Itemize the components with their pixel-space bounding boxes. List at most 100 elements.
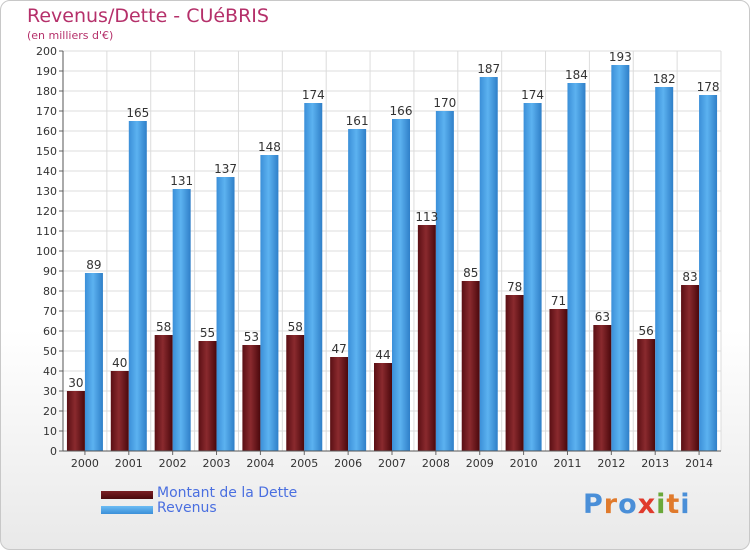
y-tick-label: 10 [43, 425, 57, 438]
bar-debt [461, 281, 480, 451]
x-tick-label: 2007 [378, 457, 406, 470]
bar-debt [110, 371, 129, 451]
data-label-debt: 47 [331, 342, 346, 356]
y-tick-label: 30 [43, 385, 57, 398]
data-label-debt: 44 [375, 348, 390, 362]
data-label-revenue: 148 [258, 140, 281, 154]
bar-revenue [348, 129, 367, 451]
data-label-debt: 71 [551, 294, 566, 308]
x-tick-label: 2005 [290, 457, 318, 470]
y-tick-label: 110 [36, 225, 57, 238]
data-label-debt: 40 [112, 356, 127, 370]
x-tick-label: 2013 [641, 457, 669, 470]
y-tick-label: 200 [36, 45, 57, 58]
data-label-debt: 63 [595, 310, 610, 324]
y-tick-label: 130 [36, 185, 57, 198]
bar-debt [66, 391, 85, 451]
x-tick-label: 2004 [246, 457, 274, 470]
bar-revenue [172, 189, 191, 451]
data-label-revenue: 182 [653, 72, 676, 86]
y-tick-label: 170 [36, 105, 57, 118]
y-tick-label: 60 [43, 325, 57, 338]
bar-revenue [567, 83, 586, 451]
chart-title: Revenus/Dette - CUéBRIS [27, 5, 269, 27]
data-label-revenue: 165 [126, 106, 149, 120]
y-tick-label: 120 [36, 205, 57, 218]
data-label-revenue: 184 [565, 68, 588, 82]
bar-revenue [523, 103, 542, 451]
y-tick-label: 160 [36, 125, 57, 138]
data-label-revenue: 174 [521, 88, 544, 102]
brand-logo-letter: i [656, 489, 667, 520]
bar-revenue [435, 111, 454, 451]
bar-debt [198, 341, 217, 451]
bar-debt [154, 335, 173, 451]
bar-revenue [304, 103, 323, 451]
data-label-revenue: 174 [302, 88, 325, 102]
x-tick-label: 2011 [553, 457, 581, 470]
bar-revenue [84, 273, 103, 451]
y-tick-label: 140 [36, 165, 57, 178]
bar-debt [593, 325, 612, 451]
x-tick-label: 2009 [466, 457, 494, 470]
brand-logo-letter: x [637, 489, 657, 520]
bar-debt [286, 335, 305, 451]
y-tick-label: 180 [36, 85, 57, 98]
data-label-revenue: 178 [697, 80, 720, 94]
x-tick-label: 2014 [685, 457, 713, 470]
bar-revenue [392, 119, 410, 451]
bar-layer [66, 65, 718, 451]
y-tick-label: 100 [36, 245, 57, 258]
data-label-debt: 78 [507, 280, 522, 294]
data-label-revenue: 166 [390, 104, 413, 118]
brand-logo-letter: P [583, 489, 604, 520]
data-label-revenue: 89 [86, 258, 101, 272]
axis-layer: 0 10 20 30 40 50 60 70 80 90 100 110 120 130 140 150 160… [36, 45, 721, 470]
y-tick-label: 90 [43, 265, 57, 278]
x-tick-label: 2010 [510, 457, 538, 470]
legend-label-debt: Montant de la Dette [157, 485, 298, 501]
data-label-debt: 113 [415, 210, 438, 224]
y-tick-label: 20 [43, 405, 57, 418]
bar-debt [505, 295, 524, 451]
bar-revenue [128, 121, 147, 451]
x-tick-label: 2000 [71, 457, 99, 470]
legend-swatch-debt [101, 491, 153, 499]
bar-debt [242, 345, 261, 451]
y-tick-label: 0 [50, 445, 57, 458]
data-label-revenue: 137 [214, 162, 237, 176]
data-label-revenue: 170 [433, 96, 456, 110]
brand-logo-letter: r [603, 489, 619, 520]
bar-revenue [260, 155, 279, 451]
x-tick-label: 2012 [597, 457, 625, 470]
brand-logo-letter: t [666, 489, 681, 520]
x-tick-label: 2008 [422, 457, 450, 470]
data-label-debt: 83 [682, 270, 697, 284]
bar-debt [330, 357, 349, 451]
bar-revenue [611, 65, 630, 451]
data-label-revenue: 187 [477, 62, 500, 76]
data-label-debt: 30 [68, 376, 83, 390]
brand-logo: Proxiti [583, 489, 691, 520]
x-tick-label: 2002 [159, 457, 187, 470]
legend-swatch-revenue [101, 506, 153, 514]
legend-label-revenue: Revenus [157, 500, 217, 516]
bar-debt [637, 339, 656, 451]
y-tick-label: 70 [43, 305, 57, 318]
bar-debt [374, 363, 392, 451]
y-tick-label: 190 [36, 65, 57, 78]
data-label-revenue: 161 [346, 114, 369, 128]
x-tick-label: 2006 [334, 457, 362, 470]
data-label-debt: 56 [639, 324, 654, 338]
bar-debt [417, 225, 436, 451]
data-label-debt: 58 [288, 320, 303, 334]
label-layer: 30 89 40 165 58 131 55 137 53 148 58 174 47 161 44 166 1… [68, 50, 719, 390]
data-label-revenue: 193 [609, 50, 632, 64]
chart-subtitle: (en milliers d'€) [27, 29, 114, 42]
brand-logo-letter: o [618, 489, 638, 520]
bar-revenue [655, 87, 674, 451]
y-tick-label: 80 [43, 285, 57, 298]
brand-logo-letter: i [680, 489, 691, 520]
